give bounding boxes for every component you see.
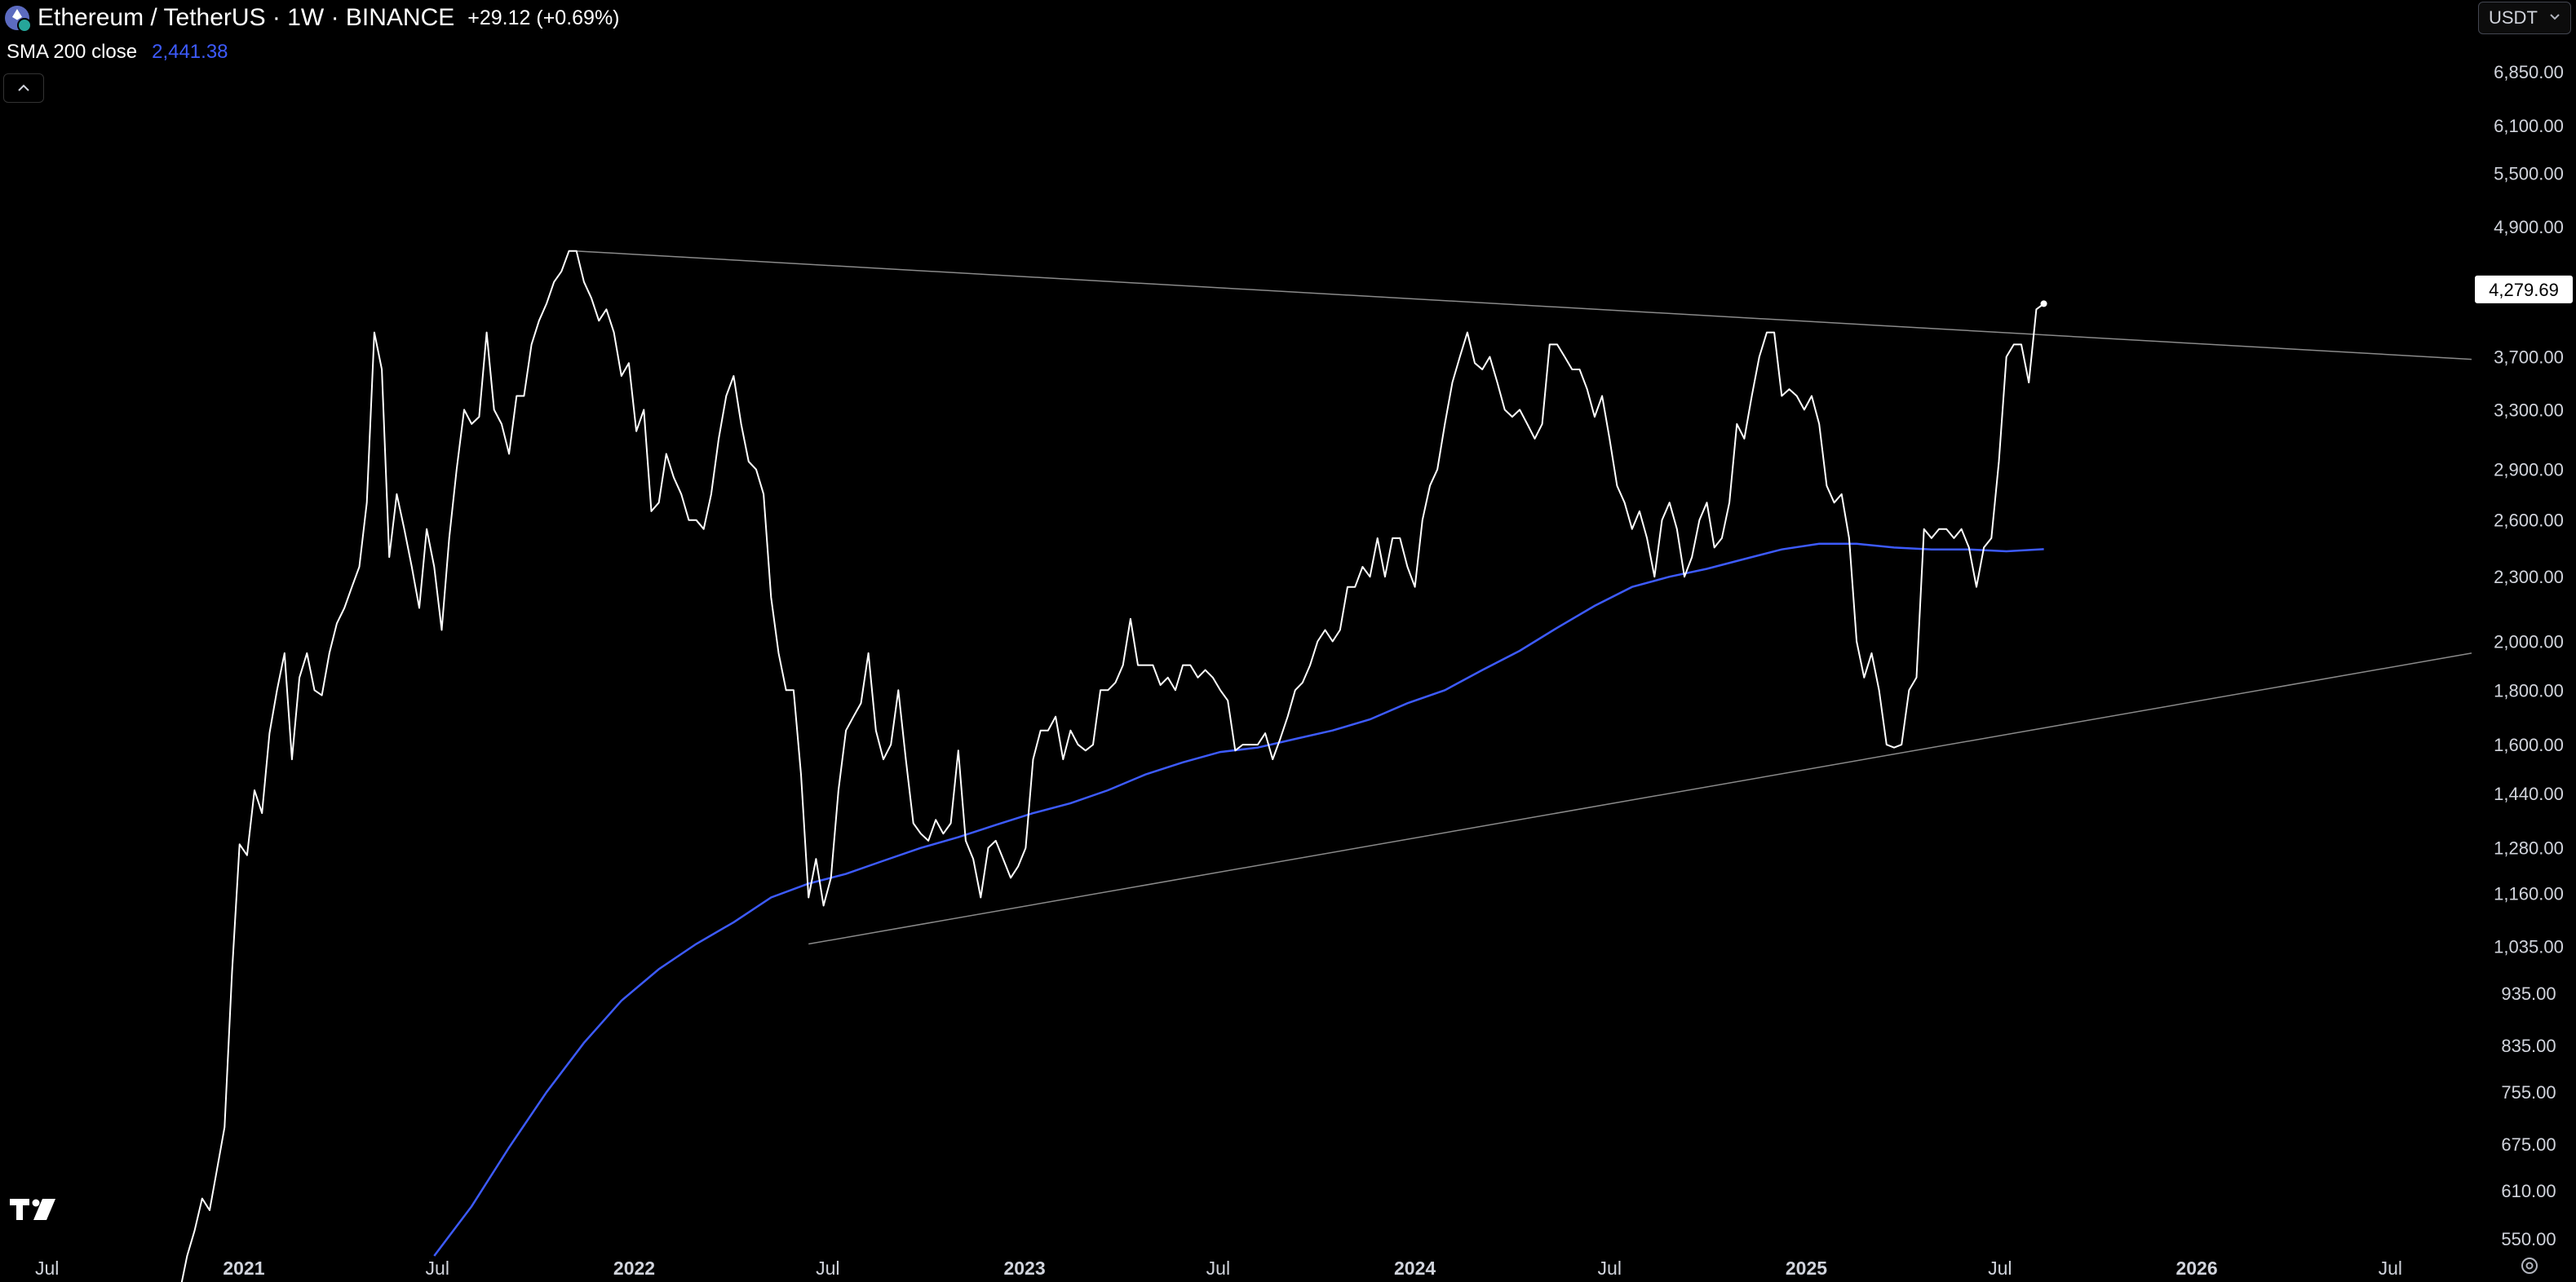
indicator-legend[interactable]: SMA 200 close 2,441.38 [7, 41, 228, 64]
x-tick-label: Jul [1598, 1258, 1622, 1279]
price-change: +29.12 (+0.69%) [467, 6, 620, 29]
x-tick-label: 2025 [1786, 1258, 1827, 1279]
x-tick-label: Jul [816, 1258, 839, 1279]
y-tick-label: 6,850.00 [2494, 62, 2564, 82]
y-tick-label: 1,600.00 [2494, 735, 2564, 755]
sma-200-line [433, 542, 2044, 1257]
y-tick-label: 935.00 [2501, 984, 2556, 1004]
symbol-title[interactable]: Ethereum / TetherUS · 1W · BINANCE [38, 4, 455, 31]
y-tick-label: 1,800.00 [2494, 680, 2564, 701]
x-tick-label: 2022 [613, 1258, 655, 1279]
y-tick-label: 3,700.00 [2494, 347, 2564, 367]
tradingview-logo[interactable] [10, 1199, 57, 1226]
indicator-value: 2,441.38 [152, 41, 228, 63]
y-tick-label: 675.00 [2501, 1134, 2556, 1155]
y-tick-label: 1,160.00 [2494, 884, 2564, 904]
trend-line-1 [576, 250, 2472, 360]
y-tick-label: 2,600.00 [2494, 511, 2564, 531]
x-tick-label: Jul [2379, 1258, 2402, 1279]
trend-lines [576, 250, 2472, 945]
y-tick-label: 1,280.00 [2494, 838, 2564, 859]
y-tick-label: 4,900.00 [2494, 217, 2564, 237]
x-tick-label: 2021 [223, 1258, 264, 1279]
y-tick-label: 2,000.00 [2494, 632, 2564, 652]
x-tick-label: Jul [35, 1258, 59, 1279]
collapse-legend-button[interactable] [3, 73, 44, 103]
y-tick-label: 2,300.00 [2494, 567, 2564, 587]
last-price-label: 4,279.69 [2489, 280, 2559, 300]
indicator-name[interactable]: SMA 200 close [7, 41, 138, 63]
x-tick-label: Jul [1206, 1258, 1230, 1279]
price-axis[interactable]: 7,600.006,850.006,100.005,500.004,900.00… [2475, 14, 2573, 1249]
ethereum-icon[interactable] [5, 6, 32, 33]
gear-icon[interactable] [2519, 1255, 2540, 1276]
y-tick-label: 835.00 [2501, 1036, 2556, 1056]
y-tick-label: 610.00 [2501, 1181, 2556, 1201]
y-tick-label: 6,100.00 [2494, 116, 2564, 136]
symbol-header: Ethereum / TetherUS · 1W · BINANCE +29.1… [5, 3, 620, 33]
time-axis[interactable]: Jul 2021 Jul 2022 Jul 2023 Jul 2024 Jul 2025 Jul 20… [35, 1258, 2402, 1279]
x-tick-label: 2023 [1003, 1258, 1045, 1279]
y-tick-label: 1,440.00 [2494, 784, 2564, 804]
y-tick-label: 1,035.00 [2494, 936, 2564, 957]
currency-button[interactable]: USDT [2478, 2, 2571, 34]
last-price-dot [2040, 300, 2047, 307]
trend-line-2 [808, 652, 2472, 945]
currency-label: USDT [2489, 7, 2538, 28]
y-tick-label: 755.00 [2501, 1082, 2556, 1103]
x-tick-label: Jul [426, 1258, 449, 1279]
x-tick-label: Jul [1988, 1258, 2012, 1279]
x-tick-label: 2026 [2175, 1258, 2217, 1279]
last-price-label-box [2475, 275, 2573, 303]
y-tick-label: 5,500.00 [2494, 164, 2564, 184]
chevron-up-icon [18, 84, 29, 91]
y-tick-label: 550.00 [2501, 1229, 2556, 1249]
sma-series [433, 542, 2044, 1257]
price-series [180, 250, 2047, 1282]
chevron-down-icon [2549, 11, 2561, 25]
x-tick-label: 2024 [1394, 1258, 1436, 1279]
y-tick-label: 3,300.00 [2494, 400, 2564, 420]
price-line [180, 250, 2045, 1282]
y-tick-label: 2,900.00 [2494, 460, 2564, 480]
